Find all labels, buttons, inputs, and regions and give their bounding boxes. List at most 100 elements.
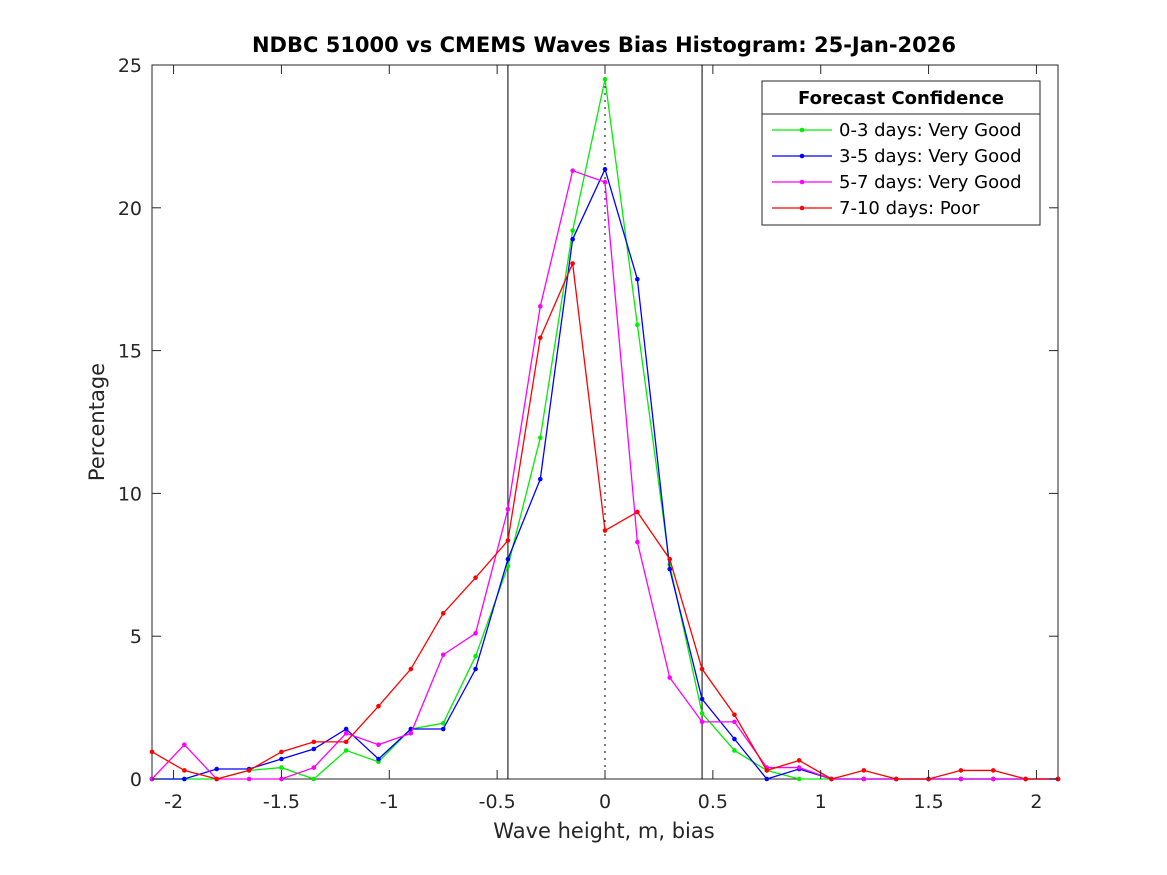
legend-label: 7-10 days: Poor (839, 198, 980, 219)
data-point (537, 476, 543, 482)
data-point (699, 696, 705, 702)
data-point (796, 765, 802, 770)
legend-swatch-marker (799, 153, 805, 159)
data-point (893, 776, 899, 782)
data-point (829, 776, 834, 782)
legend-swatch-marker (799, 127, 805, 133)
data-point (279, 756, 284, 762)
data-point (376, 756, 381, 762)
y-tick-labels: 0 5 10 15 20 25 (118, 55, 142, 791)
data-point (570, 228, 575, 233)
y-tick-label: 5 (130, 626, 142, 648)
data-point (861, 768, 867, 773)
data-point (311, 776, 317, 782)
data-point (440, 726, 446, 732)
data-point (635, 509, 640, 515)
data-point (182, 768, 187, 773)
data-point (343, 748, 349, 753)
data-point (505, 506, 511, 512)
data-point (279, 765, 284, 770)
data-point (311, 765, 317, 770)
data-point (473, 666, 478, 672)
data-point (732, 719, 737, 725)
legend-box (761, 80, 1041, 226)
data-point (990, 768, 996, 773)
data-point (537, 435, 543, 441)
legend-label: 0-3 days: Very Good (839, 120, 1022, 141)
data-point (570, 168, 575, 173)
data-point (570, 236, 575, 242)
x-tick-label: 0 (599, 791, 611, 813)
data-point (440, 721, 446, 726)
legend: Forecast Confidence 0-3 days: Very Good 3… (761, 80, 1041, 226)
data-point (343, 731, 349, 736)
data-point (246, 768, 252, 773)
data-point (537, 304, 543, 309)
data-point (214, 776, 220, 782)
y-tick-label: 10 (118, 483, 142, 505)
legend-swatch-marker (799, 205, 805, 211)
data-point (149, 749, 155, 755)
data-point (602, 76, 608, 82)
data-point (667, 566, 673, 572)
data-point (182, 742, 187, 748)
legend-title: Forecast Confidence (798, 88, 1004, 109)
data-point (440, 611, 446, 616)
data-point (473, 631, 478, 636)
data-point (473, 575, 478, 580)
legend-label: 3-5 days: Very Good (839, 146, 1022, 167)
data-point (214, 766, 220, 772)
legend-label: 5-7 days: Very Good (839, 172, 1022, 193)
data-point (505, 556, 511, 562)
data-point (602, 179, 608, 185)
legend-swatch-marker (799, 179, 805, 185)
y-tick-label: 0 (130, 769, 142, 791)
data-point (343, 739, 349, 745)
data-point (667, 556, 673, 562)
y-tick-label: 25 (118, 55, 142, 77)
legend-items: 0-3 days: Very Good 3-5 days: Very Good 5-… (772, 120, 1022, 219)
x-tick-label: 2 (1030, 791, 1042, 813)
x-tick-labels: -2 -1.5 -1 -0.5 0 0.5 1 1.5 2 (164, 791, 1042, 813)
data-point (1023, 776, 1028, 782)
x-axis-label: Wave height, m, bias (493, 819, 714, 843)
data-point (958, 768, 964, 773)
x-tick-label: -1 (380, 791, 399, 813)
y-tick-label: 15 (118, 341, 142, 363)
data-point (343, 726, 349, 732)
data-point (796, 776, 802, 782)
data-point (376, 742, 381, 748)
data-point (699, 719, 705, 725)
data-point (279, 749, 284, 755)
data-point (537, 335, 543, 341)
data-point (732, 736, 737, 742)
data-point (764, 776, 770, 782)
data-point (408, 731, 414, 736)
data-point (796, 758, 802, 763)
data-point (635, 539, 640, 545)
data-point (602, 166, 608, 172)
x-tick-label: 1 (815, 791, 827, 813)
data-point (311, 739, 317, 745)
data-point (732, 748, 737, 753)
data-point (311, 746, 317, 752)
data-point (958, 776, 964, 782)
data-point (635, 276, 640, 282)
data-point (408, 666, 414, 672)
x-tick-label: -0.5 (479, 791, 516, 813)
series-4 (149, 261, 1061, 782)
data-point (246, 776, 252, 782)
data-point (182, 776, 187, 782)
data-point (602, 528, 608, 533)
data-point (861, 776, 867, 782)
data-point (570, 261, 575, 266)
data-point (764, 768, 770, 773)
x-tick-label: 1.5 (913, 791, 943, 813)
data-point (699, 711, 705, 716)
axis-ticks (152, 64, 1058, 780)
x-tick-label: -1.5 (263, 791, 300, 813)
chart-title: NDBC 51000 vs CMEMS Waves Bias Histogram… (252, 33, 956, 57)
y-axis-label: Percentage (85, 363, 109, 481)
series-layer (149, 76, 1061, 782)
